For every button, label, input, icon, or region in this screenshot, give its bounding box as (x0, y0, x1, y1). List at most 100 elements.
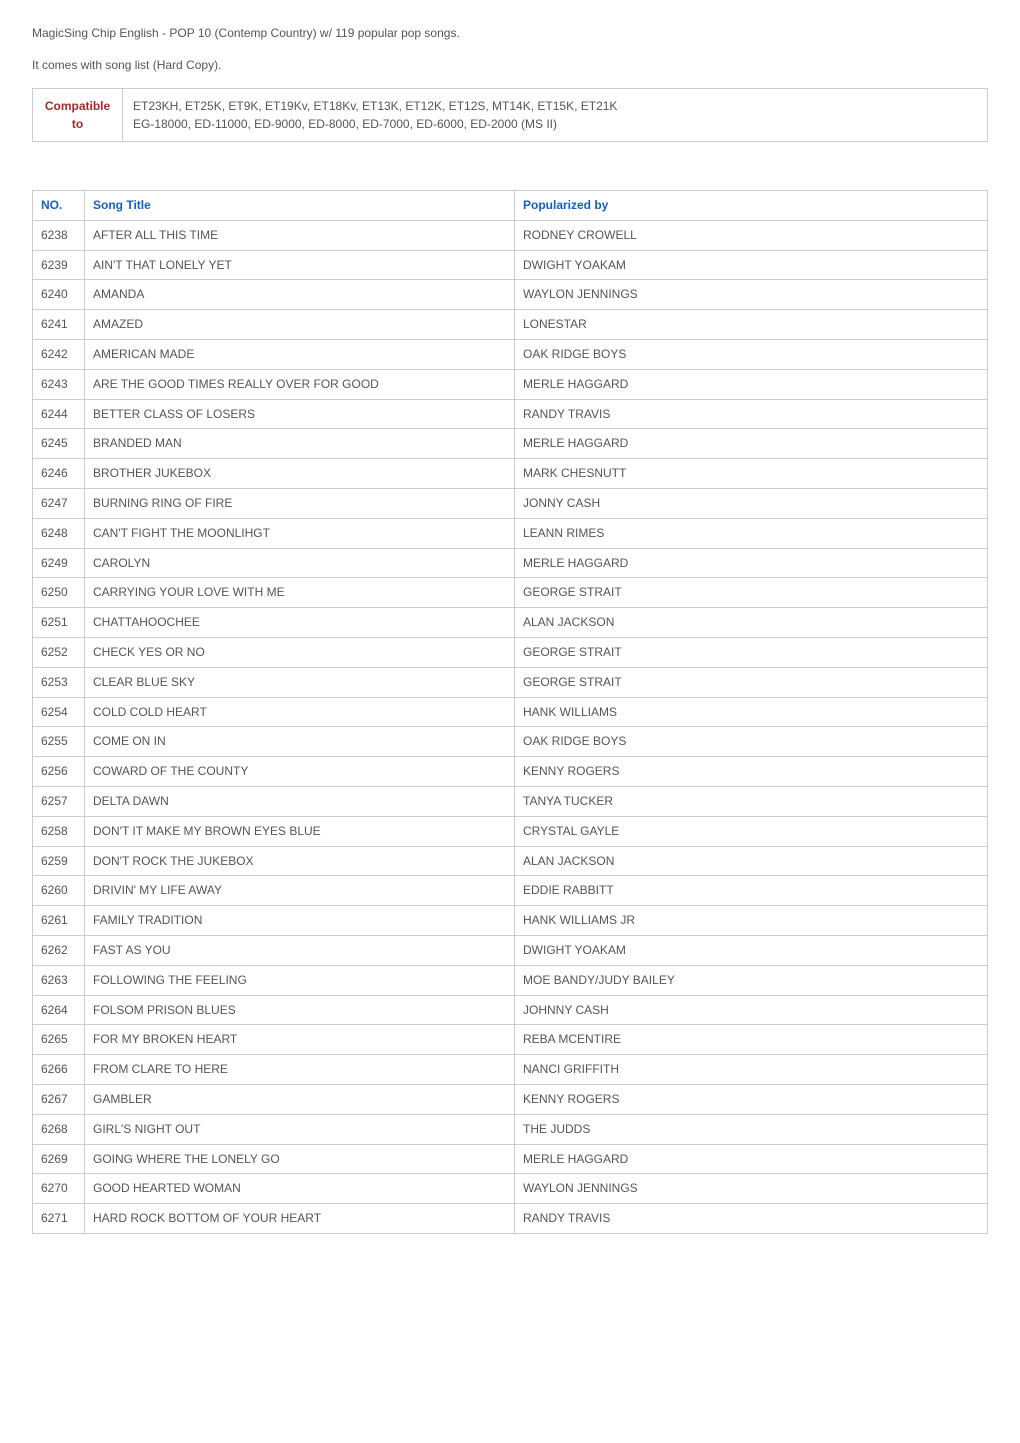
song-no: 6267 (33, 1084, 85, 1114)
compat-value-line1: ET23KH, ET25K, ET9K, ET19Kv, ET18Kv, ET1… (133, 99, 617, 113)
song-by: JONNY CASH (515, 488, 988, 518)
song-no: 6265 (33, 1025, 85, 1055)
song-title: CAN'T FIGHT THE MOONLIHGT (85, 518, 515, 548)
song-title: GIRL'S NIGHT OUT (85, 1114, 515, 1144)
table-row: 6269GOING WHERE THE LONELY GOMERLE HAGGA… (33, 1144, 988, 1174)
table-row: 6267GAMBLERKENNY ROGERS (33, 1084, 988, 1114)
song-no: 6253 (33, 667, 85, 697)
song-by: RODNEY CROWELL (515, 220, 988, 250)
song-title: HARD ROCK BOTTOM OF YOUR HEART (85, 1204, 515, 1234)
compatibility-value-cell: ET23KH, ET25K, ET9K, ET19Kv, ET18Kv, ET1… (123, 89, 988, 142)
song-by: MOE BANDY/JUDY BAILEY (515, 965, 988, 995)
header-no: NO. (33, 191, 85, 221)
song-title: CHATTAHOOCHEE (85, 608, 515, 638)
song-no: 6245 (33, 429, 85, 459)
table-row: 6271HARD ROCK BOTTOM OF YOUR HEARTRANDY … (33, 1204, 988, 1234)
song-by: ALAN JACKSON (515, 846, 988, 876)
song-title: GOOD HEARTED WOMAN (85, 1174, 515, 1204)
song-title: FAMILY TRADITION (85, 906, 515, 936)
table-row: 6244BETTER CLASS OF LOSERSRANDY TRAVIS (33, 399, 988, 429)
song-by: LONESTAR (515, 310, 988, 340)
table-row: 6264FOLSOM PRISON BLUESJOHNNY CASH (33, 995, 988, 1025)
compat-value-line2: EG-18000, ED-11000, ED-9000, ED-8000, ED… (133, 117, 557, 131)
song-by: RANDY TRAVIS (515, 399, 988, 429)
song-by: TANYA TUCKER (515, 786, 988, 816)
table-row: 6263FOLLOWING THE FEELINGMOE BANDY/JUDY … (33, 965, 988, 995)
song-by: THE JUDDS (515, 1114, 988, 1144)
song-title: CLEAR BLUE SKY (85, 667, 515, 697)
song-no: 6239 (33, 250, 85, 280)
song-title: DON'T IT MAKE MY BROWN EYES BLUE (85, 816, 515, 846)
song-title: COME ON IN (85, 727, 515, 757)
song-table: NO. Song Title Popularized by 6238AFTER … (32, 190, 988, 1234)
song-title: AMAZED (85, 310, 515, 340)
table-row: 6248CAN'T FIGHT THE MOONLIHGTLEANN RIMES (33, 518, 988, 548)
song-no: 6242 (33, 339, 85, 369)
song-title: BROTHER JUKEBOX (85, 459, 515, 489)
table-row: 6260DRIVIN' MY LIFE AWAYEDDIE RABBITT (33, 876, 988, 906)
song-by: OAK RIDGE BOYS (515, 727, 988, 757)
song-no: 6246 (33, 459, 85, 489)
song-no: 6247 (33, 488, 85, 518)
song-no: 6261 (33, 906, 85, 936)
song-by: MERLE HAGGARD (515, 429, 988, 459)
song-by: HANK WILLIAMS JR (515, 906, 988, 936)
table-row: 6257DELTA DAWNTANYA TUCKER (33, 786, 988, 816)
song-title: COWARD OF THE COUNTY (85, 757, 515, 787)
song-no: 6240 (33, 280, 85, 310)
song-no: 6259 (33, 846, 85, 876)
song-no: 6268 (33, 1114, 85, 1144)
table-row: 6259DON'T ROCK THE JUKEBOXALAN JACKSON (33, 846, 988, 876)
table-row: 6254COLD COLD HEARTHANK WILLIAMS (33, 697, 988, 727)
compatibility-label-cell: Compatible to (33, 89, 123, 142)
song-by: KENNY ROGERS (515, 1084, 988, 1114)
song-by: MARK CHESNUTT (515, 459, 988, 489)
song-title: ARE THE GOOD TIMES REALLY OVER FOR GOOD (85, 369, 515, 399)
song-by: OAK RIDGE BOYS (515, 339, 988, 369)
table-row: 6245BRANDED MANMERLE HAGGARD (33, 429, 988, 459)
song-no: 6260 (33, 876, 85, 906)
song-title: CAROLYN (85, 548, 515, 578)
table-row: 6247BURNING RING OF FIREJONNY CASH (33, 488, 988, 518)
song-no: 6266 (33, 1055, 85, 1085)
song-no: 6270 (33, 1174, 85, 1204)
song-by: LEANN RIMES (515, 518, 988, 548)
table-row: 6252CHECK YES OR NOGEORGE STRAIT (33, 637, 988, 667)
table-row: 6243ARE THE GOOD TIMES REALLY OVER FOR G… (33, 369, 988, 399)
table-row: 6242AMERICAN MADEOAK RIDGE BOYS (33, 339, 988, 369)
compat-label-line1: Compatible (45, 99, 110, 113)
song-title: FOR MY BROKEN HEART (85, 1025, 515, 1055)
song-title: BRANDED MAN (85, 429, 515, 459)
intro-line-1: MagicSing Chip English - POP 10 (Contemp… (32, 24, 988, 42)
song-title: AFTER ALL THIS TIME (85, 220, 515, 250)
song-by: GEORGE STRAIT (515, 578, 988, 608)
table-row: 6270GOOD HEARTED WOMANWAYLON JENNINGS (33, 1174, 988, 1204)
compat-label-line2: to (72, 117, 83, 131)
song-no: 6252 (33, 637, 85, 667)
song-no: 6249 (33, 548, 85, 578)
header-title: Song Title (85, 191, 515, 221)
song-no: 6243 (33, 369, 85, 399)
song-no: 6248 (33, 518, 85, 548)
table-row: 6266FROM CLARE TO HERENANCI GRIFFITH (33, 1055, 988, 1085)
song-title: FROM CLARE TO HERE (85, 1055, 515, 1085)
table-row: 6249CAROLYNMERLE HAGGARD (33, 548, 988, 578)
table-row: 6255COME ON INOAK RIDGE BOYS (33, 727, 988, 757)
table-row: 6262FAST AS YOUDWIGHT YOAKAM (33, 935, 988, 965)
table-row: 6256COWARD OF THE COUNTYKENNY ROGERS (33, 757, 988, 787)
song-no: 6262 (33, 935, 85, 965)
table-row: 6251CHATTAHOOCHEEALAN JACKSON (33, 608, 988, 638)
table-row: 6241AMAZEDLONESTAR (33, 310, 988, 340)
song-no: 6271 (33, 1204, 85, 1234)
song-by: REBA MCENTIRE (515, 1025, 988, 1055)
song-title: FOLLOWING THE FEELING (85, 965, 515, 995)
song-by: EDDIE RABBITT (515, 876, 988, 906)
song-title: COLD COLD HEART (85, 697, 515, 727)
song-by: CRYSTAL GAYLE (515, 816, 988, 846)
song-title: DRIVIN' MY LIFE AWAY (85, 876, 515, 906)
header-by: Popularized by (515, 191, 988, 221)
song-no: 6263 (33, 965, 85, 995)
song-by: MERLE HAGGARD (515, 1144, 988, 1174)
song-by: DWIGHT YOAKAM (515, 250, 988, 280)
song-no: 6256 (33, 757, 85, 787)
